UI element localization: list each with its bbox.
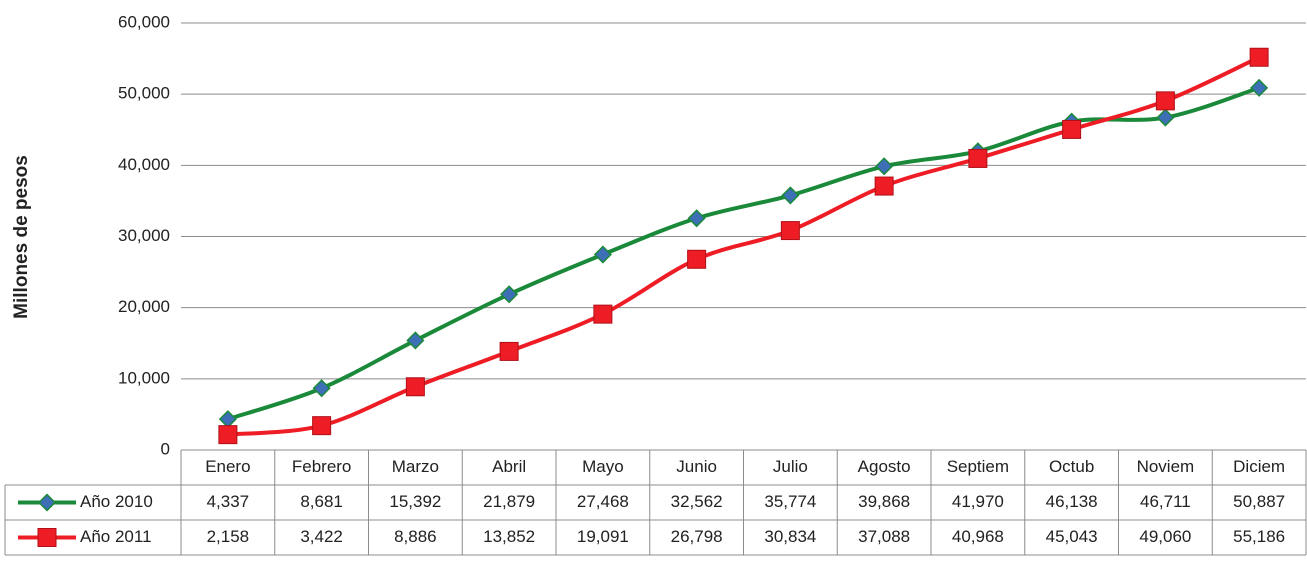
y-tick-label: 40,000 — [118, 155, 170, 174]
value-label: 46,138 — [1046, 492, 1098, 511]
y-tick-label: 10,000 — [118, 368, 170, 387]
marker — [405, 377, 425, 397]
marker — [687, 209, 706, 228]
marker — [968, 148, 988, 168]
x-tick-label: Junio — [676, 457, 717, 476]
marker — [406, 331, 425, 350]
value-label: 49,060 — [1139, 527, 1191, 546]
value-label: 55,186 — [1233, 527, 1285, 546]
value-label: 45,043 — [1046, 527, 1098, 546]
value-label: 41,970 — [952, 492, 1004, 511]
value-label: 19,091 — [577, 527, 629, 546]
marker — [218, 410, 237, 429]
x-tick-label: Abril — [492, 457, 526, 476]
marker — [780, 221, 800, 241]
marker — [37, 528, 57, 547]
x-tick-label: Noviem — [1137, 457, 1195, 476]
marker — [687, 249, 707, 269]
value-label: 8,681 — [300, 492, 343, 511]
value-label: 21,879 — [483, 492, 535, 511]
value-label: 27,468 — [577, 492, 629, 511]
legend-label: Año 2010 — [80, 492, 153, 511]
value-label: 50,887 — [1233, 492, 1285, 511]
x-tick-label: Octub — [1049, 457, 1094, 476]
value-label: 37,088 — [858, 527, 910, 546]
value-label: 8,886 — [394, 527, 437, 546]
marker — [874, 176, 894, 196]
line — [227, 55, 1260, 437]
y-axis-label: Millones de pesos — [11, 155, 32, 319]
y-tick-label: 30,000 — [118, 226, 170, 245]
marker — [1156, 108, 1175, 127]
y-tick-label: 50,000 — [118, 84, 170, 103]
marker — [500, 285, 519, 304]
x-tick-label: Julio — [773, 457, 808, 476]
y-tick-label: 20,000 — [118, 297, 170, 316]
marker — [1062, 119, 1082, 139]
value-label: 4,337 — [207, 492, 250, 511]
marker — [1250, 78, 1269, 97]
value-label: 26,798 — [671, 527, 723, 546]
marker — [1249, 47, 1269, 67]
value-label: 2,158 — [207, 527, 250, 546]
y-tick-label: 60,000 — [118, 12, 170, 31]
marker — [218, 425, 238, 445]
marker — [499, 341, 519, 361]
marker — [312, 416, 332, 436]
x-tick-label: Marzo — [392, 457, 439, 476]
marker — [593, 245, 612, 264]
x-tick-label: Agosto — [858, 457, 911, 476]
value-label: 39,868 — [858, 492, 910, 511]
value-label: 46,711 — [1140, 492, 1191, 511]
x-tick-label: Septiem — [947, 457, 1009, 476]
value-label: 3,422 — [300, 527, 343, 546]
x-tick-label: Febrero — [292, 457, 352, 476]
marker — [312, 379, 331, 398]
x-tick-label: Enero — [205, 457, 250, 476]
value-label: 13,852 — [483, 527, 535, 546]
marker — [1155, 91, 1175, 111]
line — [227, 85, 1260, 422]
value-label: 35,774 — [764, 492, 816, 511]
marker — [593, 304, 613, 324]
x-tick-label: Mayo — [582, 457, 624, 476]
value-label: 40,968 — [952, 527, 1004, 546]
value-label: 32,562 — [671, 492, 723, 511]
legend-label: Año 2011 — [80, 527, 152, 546]
marker — [875, 157, 894, 176]
marker — [37, 493, 57, 512]
value-label: 30,834 — [764, 527, 816, 546]
marker — [781, 186, 800, 205]
x-tick-label: Diciem — [1233, 457, 1285, 476]
y-tick-label: 0 — [161, 439, 170, 458]
value-label: 15,392 — [389, 492, 441, 511]
